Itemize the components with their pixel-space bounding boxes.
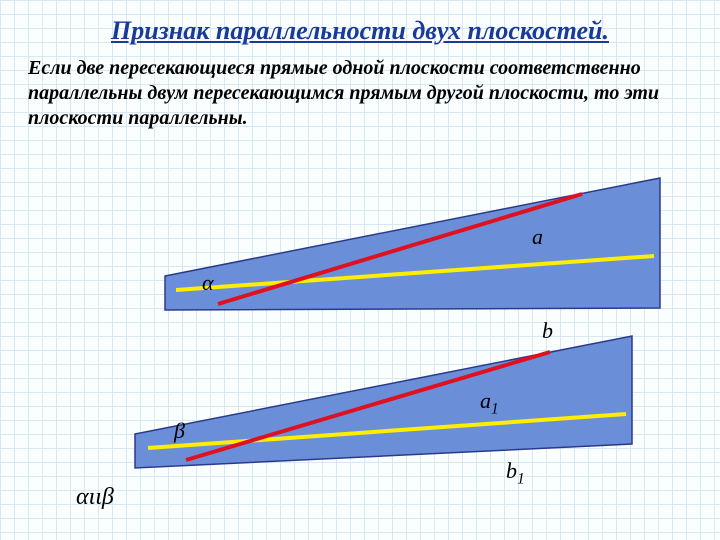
label-b: b bbox=[542, 318, 553, 344]
label-b1-sub: 1 bbox=[517, 470, 525, 487]
label-a: a bbox=[532, 224, 543, 250]
label-a1-base: a bbox=[480, 388, 491, 413]
label-b1-base: b bbox=[506, 458, 517, 483]
geometry-diagram bbox=[0, 0, 720, 540]
label-b1: b1 bbox=[506, 458, 525, 488]
label-a1: a1 bbox=[480, 388, 499, 418]
label-beta: β bbox=[174, 418, 185, 444]
label-alpha: α bbox=[202, 270, 214, 296]
label-result: αιιβ bbox=[76, 484, 114, 511]
label-a1-sub: 1 bbox=[491, 400, 499, 417]
